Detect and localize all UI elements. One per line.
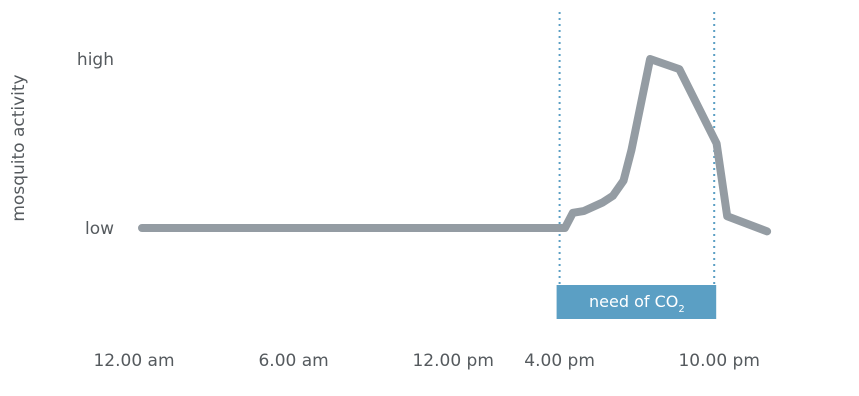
x-tick-label: 10.00 pm [678, 351, 759, 371]
co2-label-text: need of CO [589, 292, 678, 311]
x-tick-label: 6.00 am [258, 351, 328, 371]
activity-series-line [138, 55, 772, 236]
co2-need-label: need of CO2 [589, 292, 685, 315]
x-tick-label: 12.00 am [93, 351, 174, 371]
x-tick-label: 4.00 pm [524, 351, 595, 371]
y-tick-label-low: low [85, 219, 114, 239]
x-tick-label: 12.00 pm [412, 351, 493, 371]
y-axis-label: mosquito activity [9, 74, 29, 221]
y-tick-label-high: high [77, 50, 114, 70]
co2-need-band [556, 285, 717, 319]
co2-label-subscript: 2 [678, 304, 684, 315]
